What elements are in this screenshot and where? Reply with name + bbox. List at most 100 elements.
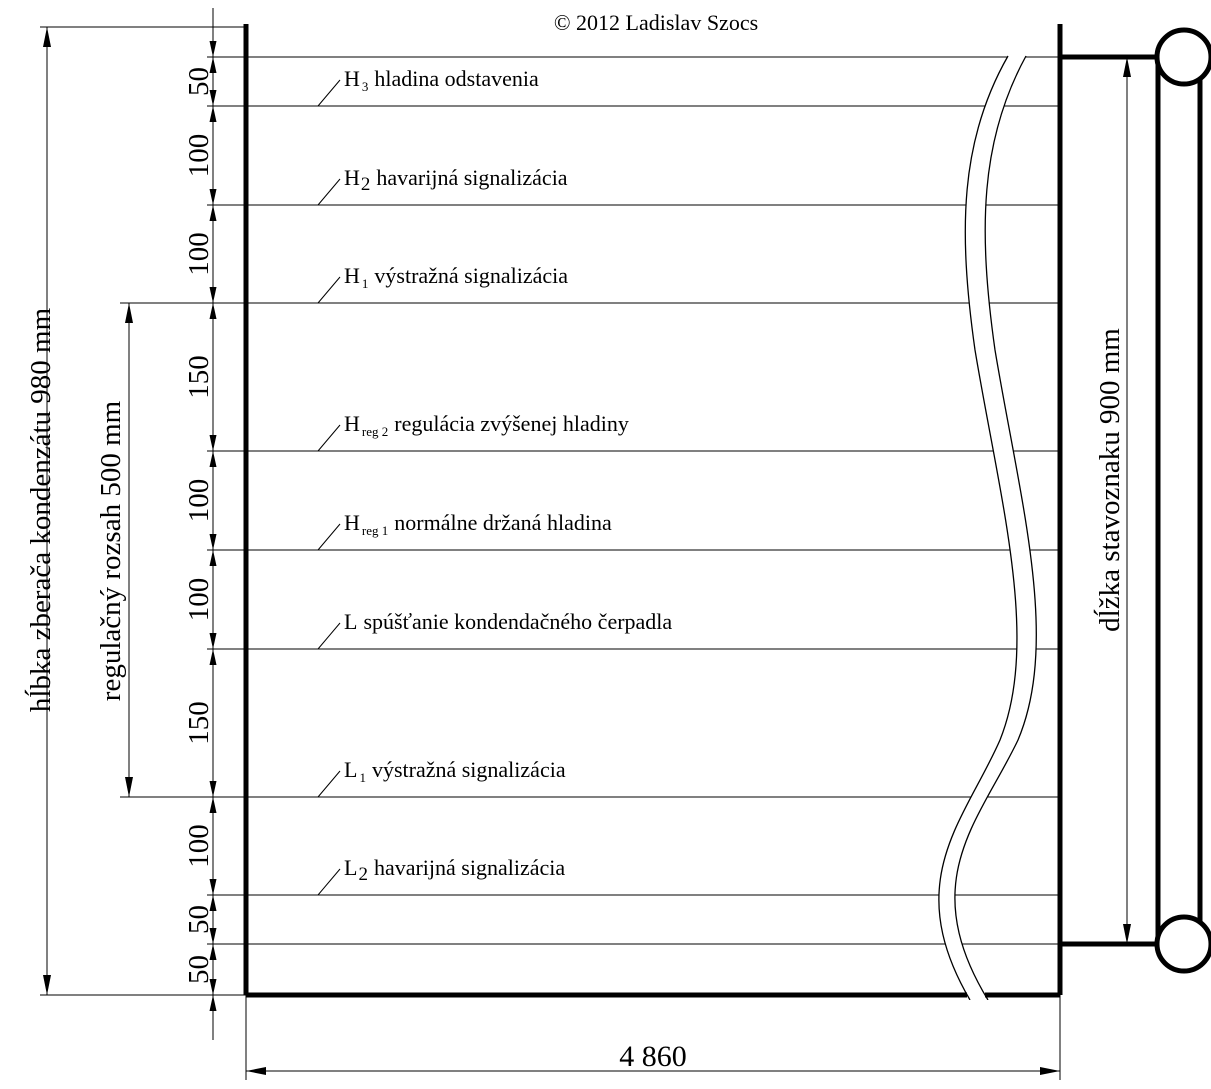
level-gauge [1154,27,1211,974]
arrowhead [209,57,217,73]
regulation-range-dimension [120,302,246,798]
level-label-h3: H 3 hladina odstavenia [317,66,539,107]
width-label: 4 860 [619,1040,687,1073]
label-leader [317,868,341,896]
label-leader [317,424,341,452]
gauge-length-label: dĺžka stavoznaku 900 mm [1093,328,1126,632]
level-label-text: H 3 hladina odstavenia [344,66,539,94]
break-wave-right [954,55,1037,1000]
level-description: výstražná signalizácia [372,757,566,782]
level-symbol: H [344,510,360,535]
segment-label: 50 [183,67,215,96]
level-description: výstražná signalizácia [374,263,568,288]
segment-label: 100 [183,479,215,523]
arrowhead [209,303,217,319]
level-symbol: H [344,263,360,288]
total-depth-dimension [40,26,246,996]
arrowhead [209,451,217,467]
level-subscript: 1 [362,276,369,291]
arrowhead [209,550,217,566]
width-dimension [245,995,1061,1080]
level-description: spúšťanie kondendačného čerpadla [363,609,672,634]
level-label-text: H2 havarijná signalizácia [344,165,568,195]
arrowhead [209,895,217,911]
label-leader [317,622,341,650]
arrowhead [209,995,217,1011]
arrowhead [209,928,217,944]
label-leader [317,276,341,304]
level-symbol: L [344,855,357,880]
segment-label: 100 [183,578,215,622]
level-symbol: L [344,609,357,634]
level-symbol: L [344,757,357,782]
arrowhead [209,205,217,221]
segment-dimension-chain: 50 100 100 150 100 100 150 100 50 50 [183,8,219,1040]
arrowhead [209,106,217,122]
arrowhead [246,1067,266,1075]
arrowhead [209,879,217,895]
label-leader [317,523,341,551]
level-label-l2: L2 havarijná signalizácia [317,855,565,896]
level-label-h1: H 1 výstražná signalizácia [317,263,568,304]
level-description: normálne držaná hladina [394,510,612,535]
arrowhead [209,90,217,106]
level-subscript: reg 1 [362,523,388,538]
arrowhead [125,777,133,797]
level-label-l1: L 1 výstražná signalizácia [317,757,566,798]
level-subscript: 3 [362,79,369,94]
level-label-text: H 1 výstražná signalizácia [344,263,568,291]
label-leader [317,79,341,107]
level-symbol: H [344,66,360,91]
copyright-text: © 2012 Ladislav Szocs [554,10,758,35]
arrowhead [209,41,217,57]
arrowhead [209,633,217,649]
arrowhead [209,287,217,303]
level-symbol: H [344,165,360,190]
label-leader [317,770,341,798]
arrowhead [1040,1067,1060,1075]
arrowhead [1123,924,1131,944]
label-leader [317,178,341,206]
regulation-range-label: regulačný rozsah 500 mm [95,400,127,701]
arrowhead [209,781,217,797]
segment-label: 100 [183,232,215,276]
level-subscript: 2 [361,174,371,195]
segment-label: 150 [183,701,215,745]
arrowhead [209,944,217,960]
segment-label: 50 [183,905,215,934]
arrowhead [209,979,217,995]
gauge-bottom-ring [1154,914,1211,974]
level-description: regulácia zvýšenej hladiny [394,411,629,436]
gauge-top-ring [1154,27,1211,87]
level-label-h2: H2 havarijná signalizácia [317,165,568,206]
segment-label: 50 [183,955,215,984]
arrowhead [209,435,217,451]
segment-label: 100 [183,134,215,178]
arrowhead [209,534,217,550]
break-wave-fill [938,56,1037,1000]
segment-label: 100 [183,824,215,868]
break-wave-left [938,55,1018,1000]
level-description: havarijná signalizácia [374,855,565,880]
level-subscript: reg 2 [362,424,388,439]
gauge-length-dimension [1123,57,1131,944]
level-label-text: L2 havarijná signalizácia [344,855,565,885]
arrowhead [209,649,217,665]
level-description: hladina odstavenia [374,66,539,91]
level-label-text: L 1 výstražná signalizácia [344,757,566,785]
level-symbol: H [344,411,360,436]
arrowhead [125,303,133,323]
tank-body [243,24,1165,998]
arrowhead [209,189,217,205]
arrowhead [1123,57,1131,77]
arrowhead [209,797,217,813]
total-depth-label: hĺbka zberača kondenzátu 980 mm [24,307,57,712]
level-description: havarijná signalizácia [376,165,567,190]
level-lines [215,56,1060,945]
